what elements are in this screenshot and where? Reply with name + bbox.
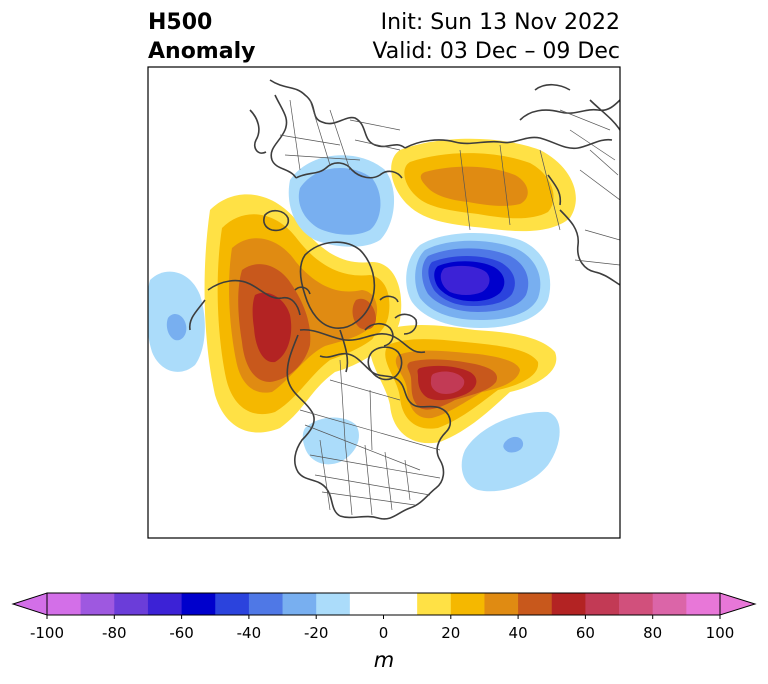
- trough-north-pacific: [148, 271, 205, 372]
- anomaly-field: [148, 67, 620, 538]
- colorbar-swatch: [316, 593, 351, 615]
- ridge-western-north-america: [204, 194, 402, 433]
- colorbar-extend-min: [11, 592, 48, 616]
- map-frame: [147, 66, 621, 539]
- trough-eastern-us: [302, 417, 359, 465]
- colorbar-swatch: [450, 593, 485, 615]
- ridge-hudson-labrador: [370, 325, 557, 444]
- colorbar-swatch: [147, 593, 182, 615]
- title-left: H500 Anomaly: [148, 8, 255, 66]
- colorbar-tick-label: 0: [379, 624, 389, 642]
- colorbar-tick-label: -20: [304, 624, 329, 642]
- valid-range: Valid: 03 Dec – 09 Dec: [372, 39, 620, 64]
- colorbar-tick-label: -40: [237, 624, 262, 642]
- trough-arctic: [406, 233, 551, 328]
- colorbar: -100 -80 -60 -40 -20 0 20 40 60 80 100: [11, 592, 757, 642]
- colorbar-swatch: [518, 593, 553, 615]
- colorbar-swatch: [349, 593, 384, 615]
- colorbar-tick-label: -80: [102, 624, 127, 642]
- colorbar-swatch: [686, 593, 721, 615]
- colorbar-swatch: [484, 593, 519, 615]
- colorbar-tick-label: 60: [576, 624, 595, 642]
- colorbar-unit: m: [374, 648, 394, 672]
- colorbar-swatch: [248, 593, 283, 615]
- colorbar-swatch: [551, 593, 586, 615]
- colorbar-swatch: [80, 593, 115, 615]
- colorbar-swatch: [619, 593, 654, 615]
- colorbar-swatch: [383, 593, 418, 615]
- colorbar-tick-label: -60: [169, 624, 194, 642]
- ridge-northern-russia: [391, 138, 576, 232]
- colorbar-swatch: [114, 593, 149, 615]
- colorbar-swatch: [652, 593, 687, 615]
- political-borders: [279, 99, 620, 516]
- colorbar-swatch: [585, 593, 620, 615]
- colorbar-swatch: [181, 593, 216, 615]
- coastlines: [188, 79, 620, 520]
- trough-north-atlantic: [461, 411, 560, 492]
- field-type: Anomaly: [148, 39, 256, 64]
- colorbar-tick-label: 40: [509, 624, 528, 642]
- colorbar-extend-max: [719, 592, 757, 616]
- colorbar-swatch: [417, 593, 452, 615]
- colorbar-tick-label: 100: [706, 624, 735, 642]
- init-time: Init: Sun 13 Nov 2022: [380, 10, 620, 35]
- colorbar-tick-label: 20: [441, 624, 460, 642]
- colorbar-tick-label: 80: [643, 624, 662, 642]
- field-name: H500: [148, 10, 213, 35]
- colorbar-tick-label: -100: [30, 624, 64, 642]
- colorbar-swatch: [215, 593, 250, 615]
- colorbar-swatch: [47, 593, 82, 615]
- colorbar-swatch: [282, 593, 317, 615]
- title-right: Init: Sun 13 Nov 2022 Valid: 03 Dec – 09…: [372, 8, 620, 66]
